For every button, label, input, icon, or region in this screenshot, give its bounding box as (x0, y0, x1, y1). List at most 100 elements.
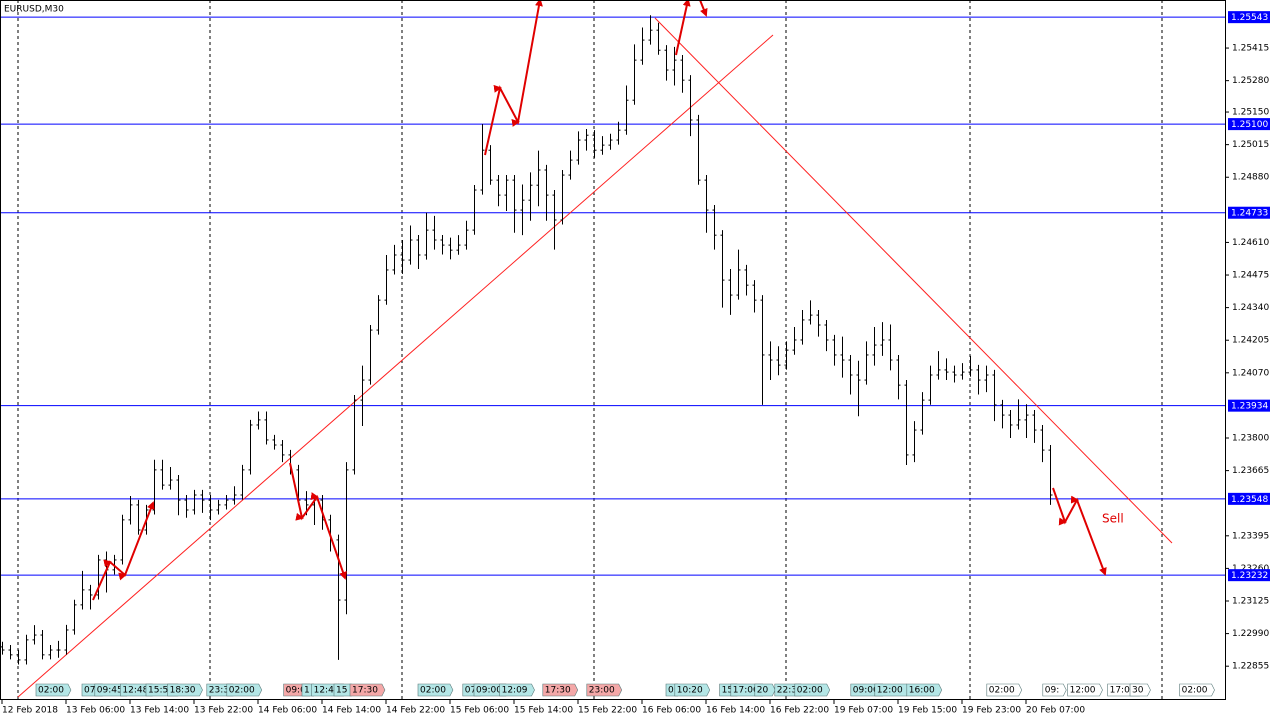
x-tick-label: 15 Feb 14:00 (514, 706, 573, 716)
event-tag (542, 683, 579, 697)
y-tick-label: 1.22990 (1232, 629, 1269, 639)
x-tick-label: 14 Feb 14:00 (322, 706, 381, 716)
x-tick-label: 14 Feb 06:00 (258, 706, 317, 716)
event-tag (674, 683, 711, 697)
horizontal-levels (0, 16, 1225, 576)
event-tag (167, 683, 203, 697)
event-label: 07: (84, 686, 98, 696)
level-tag (1228, 206, 1270, 219)
y-tick-label: 1.23125 (1232, 597, 1269, 607)
event-label: 12:00 (877, 686, 903, 696)
y-tick-label: 1.25415 (1232, 44, 1269, 54)
axes: 1.25415 1.25280 1.25150 1.25015 1.24880 1.246… (1, 11, 1270, 716)
x-tick-label: 16 Feb 06:00 (642, 706, 701, 716)
y-tick-label: 1.23800 (1232, 434, 1269, 444)
y-tick-label: 1.23260 (1232, 564, 1269, 574)
event-label: 02:00 (1182, 686, 1208, 696)
event-label: 17:00 (733, 686, 759, 696)
event-label: 09:45 (97, 686, 123, 696)
level-tag (1228, 118, 1270, 131)
event-label: 17:30 (545, 686, 571, 696)
event-tag (499, 683, 535, 697)
level-label: 1.23934 (1231, 402, 1268, 412)
event-label: 12:48 (122, 686, 148, 696)
y-tick-label: 1.24070 (1232, 368, 1269, 378)
event-tag (586, 683, 623, 697)
x-tick-label: 19 Feb 07:00 (834, 706, 893, 716)
x-tick-label: 20 Feb 07:00 (1026, 706, 1085, 716)
x-tick-label: 16 Feb 22:00 (770, 706, 829, 716)
arrows (92, 0, 1107, 601)
x-tick-label: 13 Feb 14:00 (130, 706, 189, 716)
event-label: 1 (304, 686, 310, 696)
event-tag (1179, 683, 1215, 697)
y-tick-label: 1.25015 (1232, 140, 1269, 150)
event-label: 23:3 (209, 686, 229, 696)
event-tag (794, 683, 831, 697)
event-label: 07 (465, 686, 476, 696)
level-label: 1.23232 (1231, 571, 1268, 581)
period-separators (17, 0, 1163, 700)
event-label: 30 (1132, 686, 1144, 696)
x-tick-label: 15 Feb 06:00 (450, 706, 509, 716)
event-label: 17:30 (352, 686, 378, 696)
trendlines (17, 17, 1173, 698)
x-tick-label: 19 Feb 15:00 (898, 706, 957, 716)
event-label: 15 (336, 686, 347, 696)
level-label: 1.24733 (1231, 209, 1268, 219)
level-label: 1.25543 (1231, 13, 1268, 23)
event-label: 20 (757, 686, 769, 696)
event-label: 22:3 (777, 686, 797, 696)
y-tick-label: 1.24205 (1232, 336, 1269, 346)
y-tick-label: 1.22855 (1232, 662, 1269, 672)
x-tick-label: 15 Feb 22:00 (578, 706, 637, 716)
y-tick-label: 1.23395 (1232, 531, 1269, 541)
chart-title: EURUSD,M30 (4, 5, 64, 15)
level-tag (1228, 492, 1270, 505)
y-tick-label: 1.24610 (1232, 238, 1269, 248)
event-tag (906, 683, 943, 697)
event-tag (349, 683, 386, 697)
event-label: 09:0 (286, 686, 306, 696)
x-tick-label: 16 Feb 14:00 (706, 706, 765, 716)
x-tick-label: 19 Feb 23:00 (962, 706, 1021, 716)
event-label: 15 (722, 686, 733, 696)
event-label: 02:00 (229, 686, 255, 696)
level-label: 1.25100 (1231, 120, 1268, 130)
level-tag (1228, 569, 1270, 582)
event-label: 09: (1045, 686, 1059, 696)
event-label: 10:20 (677, 686, 703, 696)
event-label: 17:00 (1110, 686, 1136, 696)
plot-frame (0, 0, 1226, 700)
event-tag (754, 683, 776, 697)
level-tag (1228, 399, 1270, 412)
y-tick-label: 1.24475 (1232, 271, 1269, 281)
event-label: 23:00 (589, 686, 615, 696)
event-tag (35, 683, 72, 697)
y-tick-label: 1.24340 (1232, 303, 1269, 313)
event-label: 02:00 (38, 686, 64, 696)
event-tag (1067, 683, 1103, 697)
event-label: 18:30 (170, 686, 196, 696)
event-label: 09:00 (853, 686, 879, 696)
x-tick-label: 13 Feb 06:00 (66, 706, 125, 716)
event-label: 09:00 (476, 686, 502, 696)
event-tag (226, 683, 263, 697)
event-tag (417, 683, 454, 697)
price-bars (0, 15, 1053, 665)
event-label: 12:00 (1070, 686, 1096, 696)
event-label: 12:09 (502, 686, 528, 696)
y-tick-label: 1.25150 (1232, 108, 1269, 118)
event-label: 0 (668, 686, 674, 696)
event-label: 12:42 (314, 686, 340, 696)
event-label: 02:00 (989, 686, 1015, 696)
event-label: 02:00 (420, 686, 446, 696)
y-tick-label: 1.23665 (1232, 466, 1269, 476)
event-label: 02:00 (797, 686, 823, 696)
x-tick-label: 14 Feb 22:00 (386, 706, 445, 716)
event-tag (1042, 683, 1067, 697)
x-tick-label: 12 Feb 2018 (2, 706, 58, 716)
annotation: Sell (1102, 512, 1124, 526)
